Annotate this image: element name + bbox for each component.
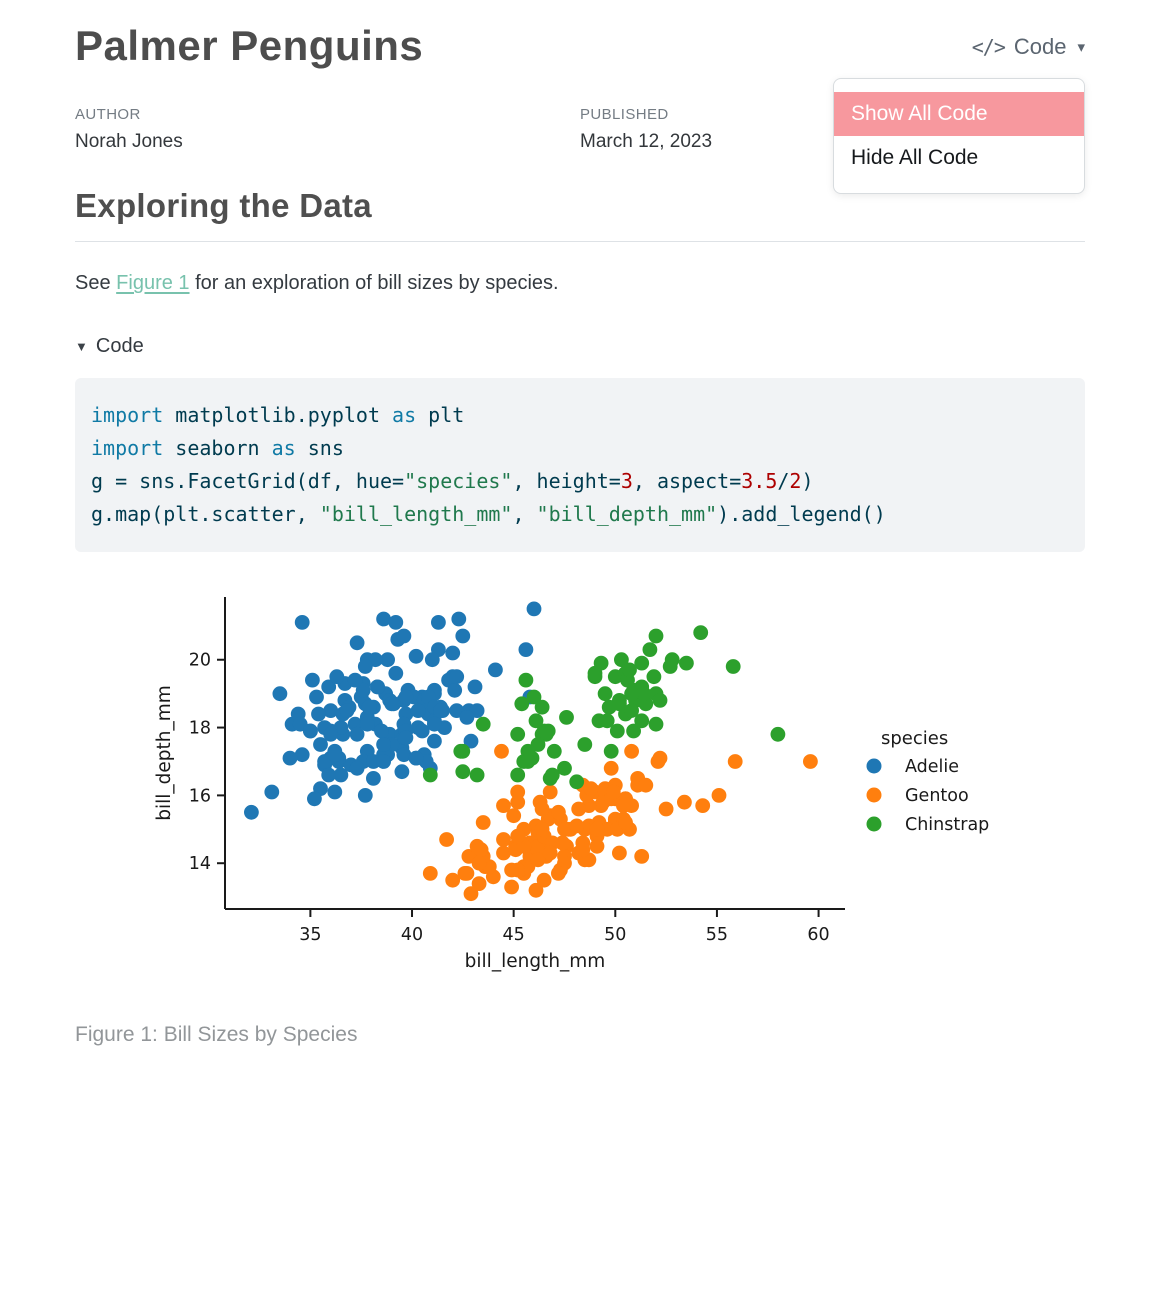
- svg-text:Chinstrap: Chinstrap: [905, 815, 989, 835]
- figure-1-link[interactable]: Figure 1: [116, 272, 190, 295]
- menu-item-hide-all-code[interactable]: Hide All Code: [851, 146, 979, 169]
- header: Palmer Penguins </> Code ▾ Show All Code…: [75, 22, 1085, 194]
- svg-text:16: 16: [189, 787, 211, 807]
- svg-text:Gentoo: Gentoo: [905, 786, 969, 806]
- code-menu-dropdown: Show All Code Hide All Code: [833, 78, 1085, 194]
- published-date: March 12, 2023: [580, 131, 713, 153]
- code-fold-label: Code: [95, 335, 144, 358]
- figure-caption: Figure 1: Bill Sizes by Species: [75, 1023, 358, 1047]
- figure-1: 35 40 45 50 55 60 14 16 18 20 bill_length_mm bill_d…: [75, 582, 1085, 1047]
- svg-text:bill_length_mm: bill_length_mm: [465, 951, 606, 972]
- svg-text:Adelie: Adelie: [905, 757, 959, 777]
- svg-text:55: 55: [706, 925, 728, 945]
- page-title: Palmer Penguins: [75, 22, 424, 69]
- author-block: AUTHOR Norah Jones: [75, 106, 580, 153]
- triangle-down-icon: ▼: [75, 339, 88, 355]
- svg-text:20: 20: [189, 651, 211, 671]
- svg-text:species: species: [881, 728, 948, 749]
- document-meta: AUTHOR Norah Jones PUBLISHED March 12, 2…: [75, 106, 1085, 153]
- author-name: Norah Jones: [75, 131, 183, 153]
- code-menu-trigger[interactable]: </> Code ▾: [972, 34, 1085, 60]
- intro-paragraph: See Figure 1 for an exploration of bill …: [75, 272, 1085, 295]
- code-content: import matplotlib.pyplot as plt import s…: [91, 403, 886, 527]
- code-block: import matplotlib.pyplot as plt import s…: [75, 378, 1085, 553]
- section-heading: Exploring the Data: [75, 187, 1085, 243]
- published-block: PUBLISHED March 12, 2023: [580, 106, 1085, 153]
- paragraph-text-before: See: [75, 272, 117, 295]
- code-menu-label: Code: [1013, 34, 1067, 59]
- scatter-plot: 35 40 45 50 55 60 14 16 18 20 bill_length_mm bill_d…: [154, 597, 989, 972]
- svg-text:60: 60: [807, 925, 829, 945]
- svg-text:18: 18: [189, 719, 211, 739]
- svg-text:14: 14: [189, 855, 211, 875]
- paragraph-text-after: for an exploration of bill sizes by spec…: [189, 272, 559, 295]
- author-label: AUTHOR: [75, 106, 141, 124]
- code-icon: </>: [971, 35, 1006, 59]
- svg-text:bill_depth_mm: bill_depth_mm: [154, 686, 175, 822]
- svg-text:45: 45: [503, 925, 525, 945]
- published-label: PUBLISHED: [580, 106, 669, 124]
- page: Palmer Penguins </> Code ▾ Show All Code…: [75, 22, 1085, 1047]
- code-fold-toggle[interactable]: ▼ Code: [75, 335, 1085, 358]
- svg-text:50: 50: [604, 925, 626, 945]
- caret-down-icon: ▾: [1077, 39, 1085, 56]
- menu-item-show-all-code[interactable]: Show All Code: [834, 92, 1084, 136]
- svg-text:35: 35: [299, 925, 321, 945]
- code-menu: </> Code ▾ Show All Code Hide All Code: [833, 34, 1085, 194]
- svg-text:40: 40: [401, 925, 423, 945]
